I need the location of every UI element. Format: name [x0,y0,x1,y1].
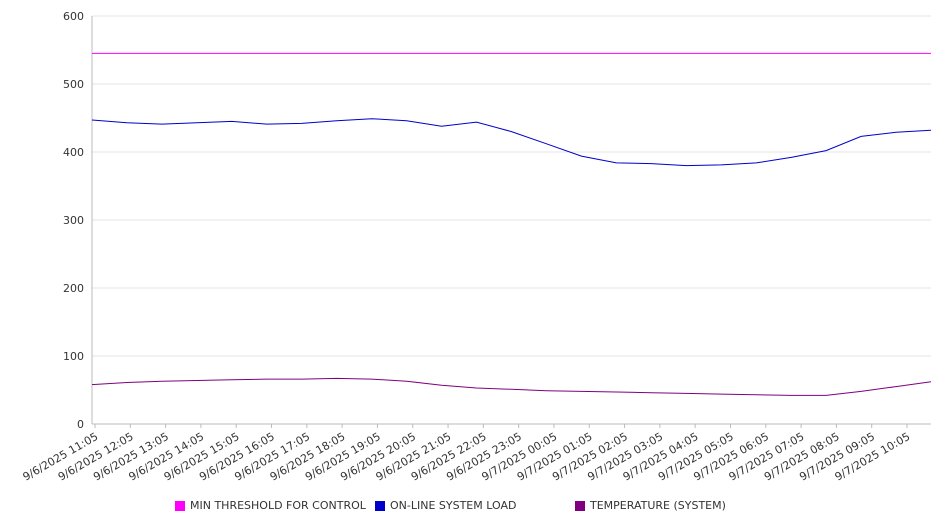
legend: MIN THRESHOLD FOR CONTROL ON-LINE SYSTEM… [0,497,946,517]
axes [91,16,931,425]
legend-item-temperature[interactable]: TEMPERATURE (SYSTEM) [575,499,726,512]
y-tick-label: 0 [77,418,84,431]
legend-swatch-system-load [375,500,385,511]
y-tick-label: 200 [63,282,84,295]
legend-swatch-min-threshold [175,500,185,511]
y-tick-labels: 0 100 200 300 400 500 600 [63,10,84,431]
legend-label-min-threshold: MIN THRESHOLD FOR CONTROL [190,499,366,512]
legend-item-min-threshold[interactable]: MIN THRESHOLD FOR CONTROL [175,499,366,512]
series-line-2 [91,377,932,396]
legend-item-system-load[interactable]: ON-LINE SYSTEM LOAD [375,499,516,512]
grid-lines [92,15,931,357]
series-lines [91,52,932,396]
x-tick-labels: 9/6/2025 11:059/6/2025 12:059/6/2025 13:… [21,424,912,484]
y-tick-label: 300 [63,214,84,227]
legend-label-temperature: TEMPERATURE (SYSTEM) [590,499,726,512]
y-tick-label: 500 [63,78,84,91]
y-tick-label: 400 [63,146,84,159]
legend-label-system-load: ON-LINE SYSTEM LOAD [390,499,517,512]
series-line-1 [91,118,932,167]
y-tick-label: 600 [63,10,84,23]
y-tick-label: 100 [63,350,84,363]
legend-swatch-temperature [575,500,585,511]
